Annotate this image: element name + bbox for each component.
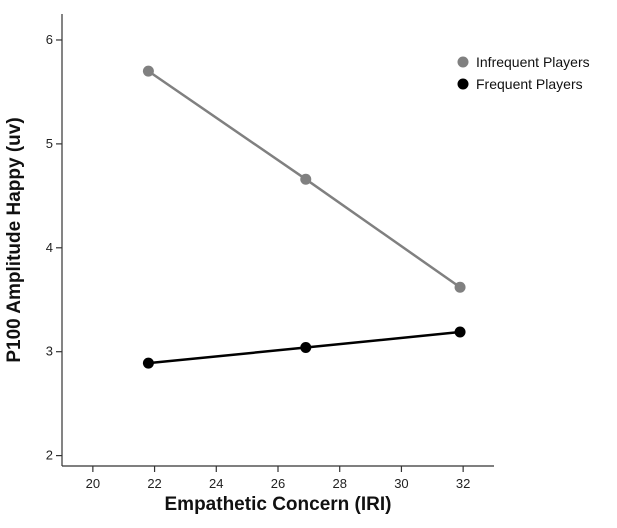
legend-marker [457,56,469,68]
x-axis-title: Empathetic Concern (IRI) [165,494,392,515]
y-axis: 2 3 4 5 6 [46,14,63,466]
y-tick-label: 2 [46,448,53,463]
legend-label: Frequent Players [476,76,583,92]
data-point [454,326,466,338]
legend-marker [457,78,469,90]
y-tick-label: 4 [46,240,53,255]
y-tick-label: 5 [46,136,53,151]
x-tick-label: 30 [394,476,408,491]
data-point [142,65,154,77]
y-axis-title: P100 Amplitude Happy (uv) [4,117,25,362]
x-tick-label: 28 [332,476,346,491]
legend: Infrequent Players Frequent Players [457,54,590,92]
x-tick-label: 24 [209,476,223,491]
series [142,65,466,293]
x-tick-label: 32 [456,476,470,491]
series-layer [142,65,466,369]
data-point [300,173,312,185]
y-tick-label: 6 [46,32,53,47]
x-tick-label: 22 [147,476,161,491]
data-point [142,357,154,369]
series [142,326,466,369]
data-point [300,342,312,354]
legend-label: Infrequent Players [476,54,590,70]
x-tick-label: 20 [86,476,100,491]
x-axis: 20 22 24 26 28 30 32 [62,465,494,491]
data-point [454,281,466,293]
y-tick-label: 3 [46,344,53,359]
x-tick-label: 26 [271,476,285,491]
